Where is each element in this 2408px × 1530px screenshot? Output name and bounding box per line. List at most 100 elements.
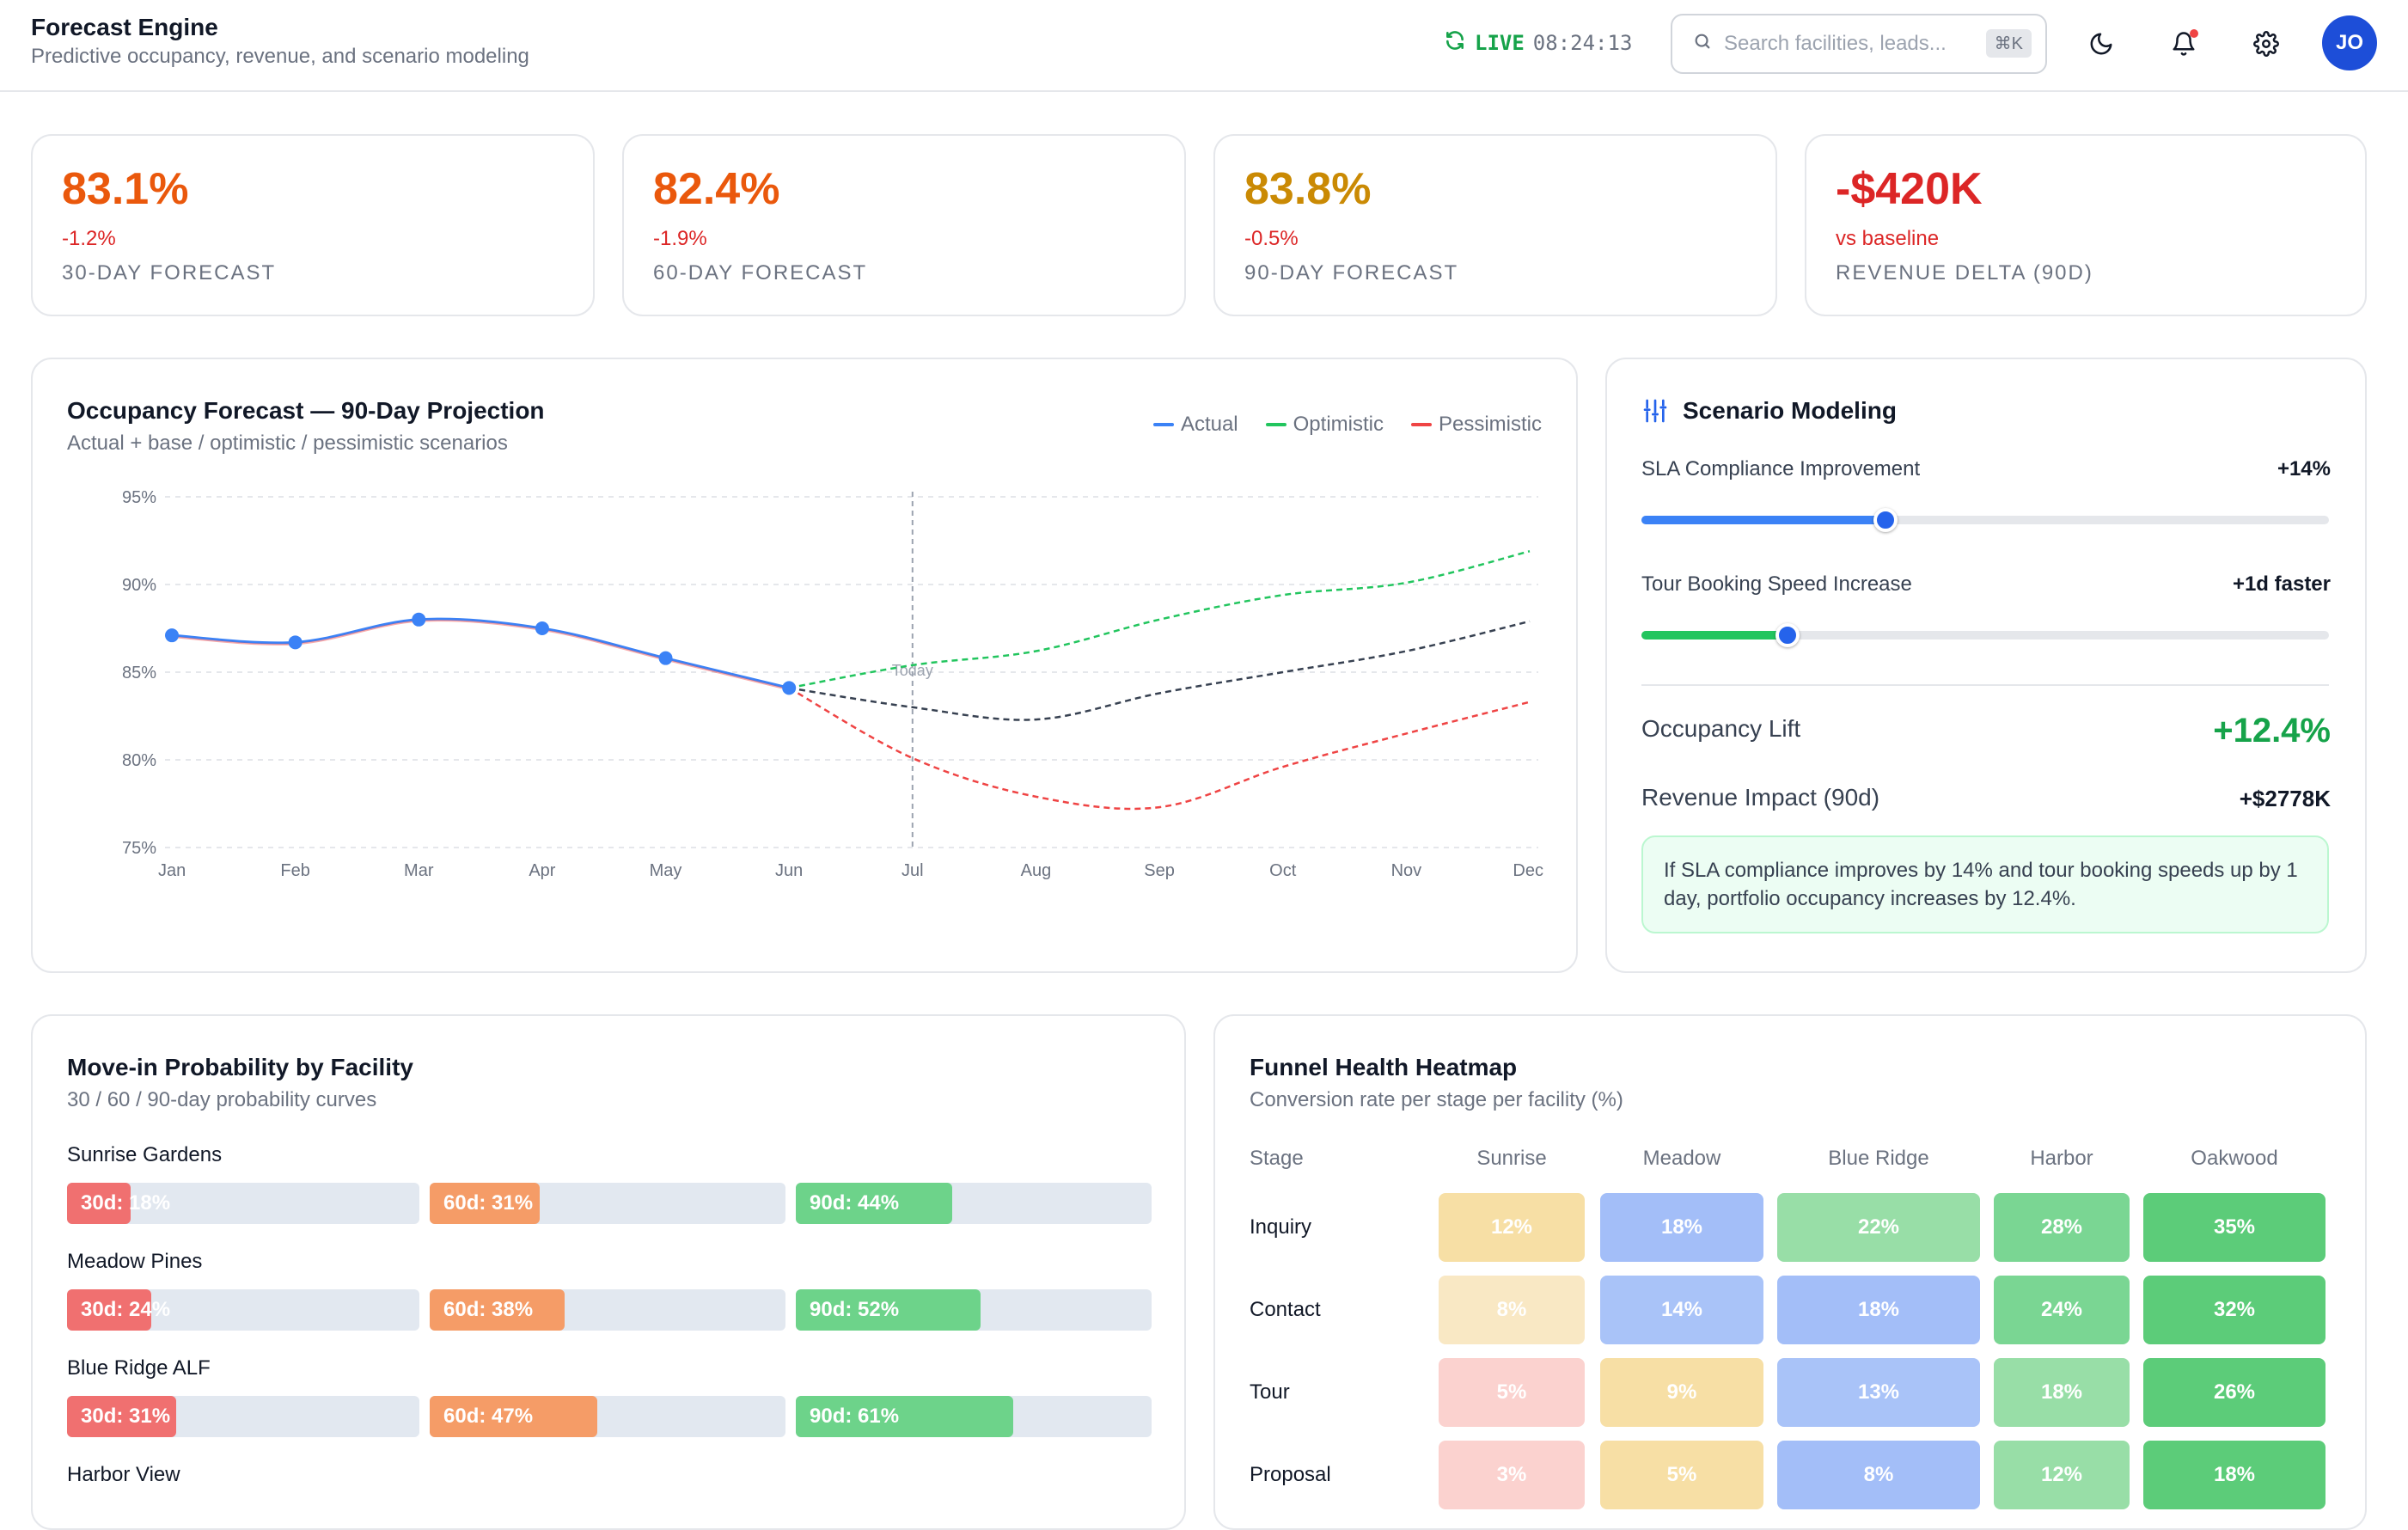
legend-pessimistic[interactable]: Pessimistic	[1410, 413, 1542, 437]
sla-slider[interactable]	[1641, 508, 2329, 532]
movein-card: Move-in Probability by Facility 30 / 60 …	[31, 1014, 1186, 1530]
avatar[interactable]: JO	[2322, 15, 2377, 70]
data-point-actual	[535, 621, 549, 635]
facility-name: Blue Ridge ALF	[67, 1356, 211, 1380]
heatmap-card: Funnel Health Heatmap Conversion rate pe…	[1213, 1014, 2367, 1530]
chart-legend: Actual Optimistic Pessimistic	[1152, 413, 1542, 437]
movein-title: Move-in Probability by Facility	[67, 1054, 413, 1080]
probability-bar-d60: 60d: 47%	[430, 1396, 785, 1437]
heatmap-cell[interactable]: 18%	[1777, 1276, 1980, 1344]
dark-mode-toggle[interactable]	[2080, 24, 2123, 67]
y-tick-label: 90%	[122, 576, 156, 595]
heatmap-cell[interactable]: 18%	[1994, 1358, 2130, 1427]
tour-slider[interactable]	[1641, 623, 2329, 647]
probability-label: 90d: 52%	[810, 1298, 900, 1321]
heatmap-cell[interactable]: 12%	[1439, 1193, 1585, 1262]
probability-label: 30d: 31%	[81, 1405, 171, 1428]
kpi-value: -$420K	[1836, 164, 1983, 214]
probability-bar-d90: 90d: 61%	[796, 1396, 1152, 1437]
gear-icon	[2253, 30, 2279, 61]
heatmap-stage: Contact	[1250, 1298, 1321, 1321]
x-tick-label: May	[650, 861, 682, 880]
kpi-card-30d: 83.1% -1.2% 30-DAY FORECAST	[31, 134, 595, 316]
facility-name: Sunrise Gardens	[67, 1143, 223, 1166]
heatmap-column-header: Sunrise	[1476, 1147, 1547, 1170]
facility-name: Meadow Pines	[67, 1250, 203, 1273]
probability-bar-d60: 60d: 38%	[430, 1289, 785, 1331]
heatmap-cell[interactable]: 26%	[2143, 1358, 2325, 1427]
sla-slider-handle[interactable]	[1873, 508, 1898, 532]
heatmap-cell[interactable]: 9%	[1600, 1358, 1763, 1427]
sla-value: +14%	[2277, 457, 2331, 480]
kpi-card-revenue: -$420K vs baseline REVENUE DELTA (90D)	[1805, 134, 2367, 316]
heatmap-cell[interactable]: 12%	[1994, 1441, 2130, 1509]
live-label: LIVE	[1475, 31, 1525, 55]
y-tick-label: 85%	[122, 664, 156, 682]
y-tick-label: 75%	[122, 839, 156, 858]
kpi-label: 60-DAY FORECAST	[653, 261, 868, 285]
heatmap-stage: Proposal	[1250, 1463, 1331, 1486]
heatmap-cell[interactable]: 8%	[1439, 1276, 1585, 1344]
probability-label: 60d: 31%	[443, 1191, 534, 1215]
tour-slider-handle[interactable]	[1775, 623, 1800, 647]
probability-bar-fill	[430, 1183, 541, 1224]
heatmap-cell[interactable]: 5%	[1600, 1441, 1763, 1509]
y-tick-label: 95%	[122, 488, 156, 507]
legend-actual[interactable]: Actual	[1152, 413, 1238, 437]
heatmap-cell[interactable]: 14%	[1600, 1276, 1763, 1344]
probability-label: 30d: 18%	[81, 1191, 171, 1215]
revenue-impact-value: +$2778K	[2239, 786, 2331, 811]
heatmap-stage: Inquiry	[1250, 1215, 1312, 1239]
heatmap-cell[interactable]: 5%	[1439, 1358, 1585, 1427]
tour-value: +1d faster	[2232, 572, 2331, 596]
x-tick-label: Jul	[901, 861, 924, 880]
probability-bar-d30: 30d: 31%	[67, 1396, 419, 1437]
heatmap-cell[interactable]: 18%	[1600, 1193, 1763, 1262]
tour-label: Tour Booking Speed Increase	[1641, 572, 1912, 596]
x-tick-label: Feb	[280, 861, 309, 880]
kpi-value: 82.4%	[653, 164, 780, 214]
series-line-optimistic	[788, 550, 1531, 689]
x-tick-label: Sep	[1144, 861, 1175, 880]
facility-name: Harbor View	[67, 1463, 180, 1486]
probability-bar-fill	[67, 1183, 131, 1224]
kpi-delta: -1.2%	[62, 227, 116, 250]
heatmap-cell[interactable]: 13%	[1777, 1358, 1980, 1427]
heatmap-cell[interactable]: 35%	[2143, 1193, 2325, 1262]
settings-button[interactable]	[2245, 24, 2288, 67]
probability-label: 90d: 61%	[810, 1405, 900, 1428]
search-input[interactable]: Search facilities, leads... ⌘K	[1671, 14, 2047, 74]
x-tick-label: Apr	[529, 861, 555, 880]
x-tick-label: Jan	[158, 861, 186, 880]
refresh-icon[interactable]	[1444, 29, 1466, 57]
heatmap-cell[interactable]: 28%	[1994, 1193, 2130, 1262]
probability-bar-d90: 90d: 44%	[796, 1183, 1152, 1224]
heatmap-cell[interactable]: 32%	[2143, 1276, 2325, 1344]
legend-optimistic[interactable]: Optimistic	[1265, 413, 1384, 437]
heatmap-stage: Tour	[1250, 1380, 1290, 1404]
heatmap-cell[interactable]: 3%	[1439, 1441, 1585, 1509]
kpi-delta: -1.9%	[653, 227, 707, 250]
series-line-pessimistic	[788, 687, 1531, 811]
kpi-card-60d: 82.4% -1.9% 60-DAY FORECAST	[622, 134, 1186, 316]
heatmap-cell[interactable]: 22%	[1777, 1193, 1980, 1262]
x-tick-label: Jun	[775, 861, 803, 880]
probability-bar-fill	[796, 1396, 1013, 1437]
notification-dot	[2190, 29, 2198, 38]
kpi-value: 83.8%	[1244, 164, 1372, 214]
heatmap-column-header: Blue Ridge	[1828, 1147, 1929, 1170]
data-point-actual	[288, 635, 303, 650]
lift-value: +12.4%	[2213, 712, 2331, 750]
x-tick-label: Aug	[1021, 861, 1052, 880]
kpi-card-90d: 83.8% -0.5% 90-DAY FORECAST	[1213, 134, 1777, 316]
notifications-button[interactable]	[2162, 24, 2205, 67]
forecast-title: Occupancy Forecast — 90-Day Projection	[67, 397, 545, 424]
kpi-label: 30-DAY FORECAST	[62, 261, 277, 285]
heatmap-cell[interactable]: 18%	[2143, 1441, 2325, 1509]
heatmap-cell[interactable]: 24%	[1994, 1276, 2130, 1344]
data-point-actual	[658, 651, 673, 665]
forecast-chart: 95% 90% 85% 80% 75%Jan Feb Mar Apr May Jun Jul Aug S…	[122, 488, 1543, 880]
forecast-subtitle: Actual + base / optimistic / pessimistic…	[67, 431, 508, 455]
heatmap-cell[interactable]: 8%	[1777, 1441, 1980, 1509]
probability-label: 90d: 44%	[810, 1191, 900, 1215]
